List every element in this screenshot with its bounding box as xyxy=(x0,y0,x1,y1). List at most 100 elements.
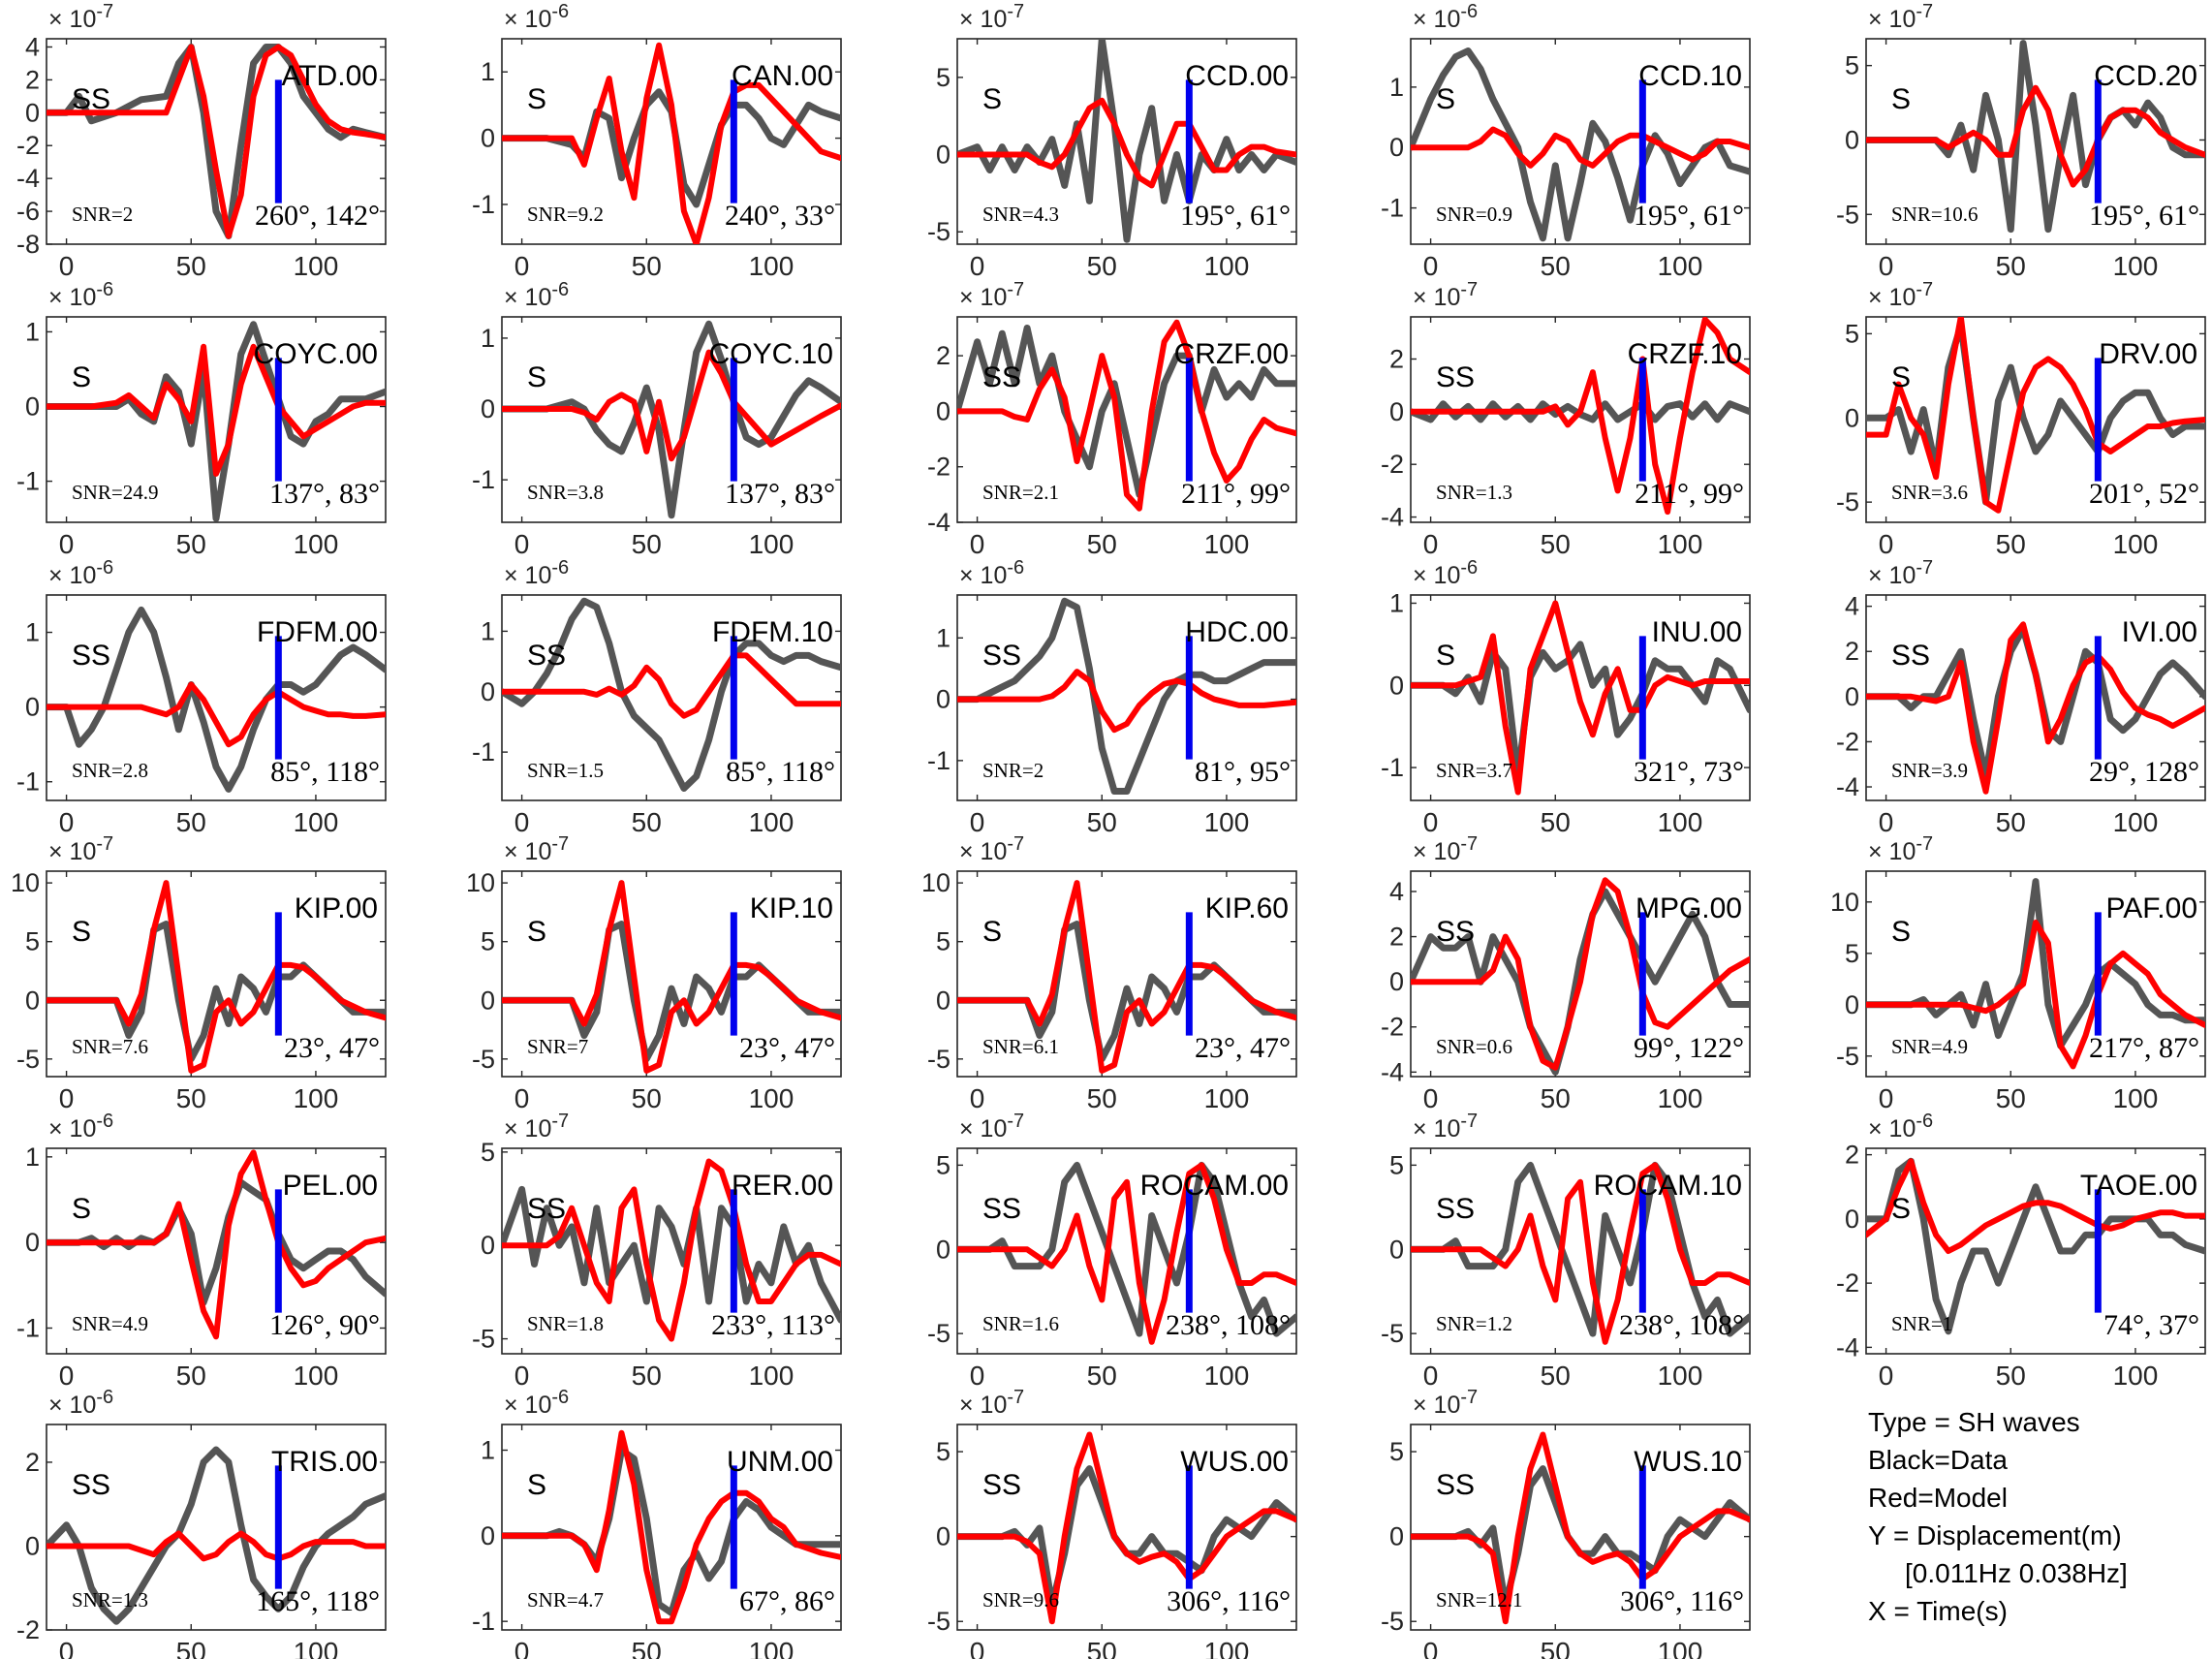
plot-area xyxy=(47,1149,386,1340)
panel-drv-00: × 10-7 0 50 100 -5 0 5 DRV.00 S SNR=3.6 201°, 52° xyxy=(1836,279,2206,559)
y-tick-label: 0 xyxy=(481,1231,495,1260)
y-exponent-label: × 10-6 xyxy=(48,1387,113,1419)
station-label: CRZF.00 xyxy=(1174,338,1289,370)
x-tick-label: 0 xyxy=(514,529,530,559)
plot-area xyxy=(1866,1157,2205,1335)
y-tick-label: -1 xyxy=(927,746,950,775)
model-trace xyxy=(1411,317,1750,516)
model-trace xyxy=(502,349,841,462)
angles-label: 211°, 99° xyxy=(1181,478,1291,510)
y-tick-label: 0 xyxy=(25,1531,40,1560)
phase-label: SS xyxy=(72,1469,110,1501)
x-tick-label: 50 xyxy=(176,251,206,281)
y-tick-label: -1 xyxy=(16,467,40,496)
x-tick-label: 100 xyxy=(1204,529,1250,559)
data-trace xyxy=(1411,641,1750,780)
axes-box xyxy=(1865,1147,2206,1355)
y-exponent-label: × 10-6 xyxy=(1868,1111,1933,1143)
station-label: DRV.00 xyxy=(2099,338,2197,370)
x-tick-label: 100 xyxy=(1658,251,1703,281)
y-tick-label: 2 xyxy=(1845,637,1859,666)
snr-label: SNR=2 xyxy=(982,759,1044,782)
y-tick-label: -5 xyxy=(1836,200,1859,229)
data-trace xyxy=(1866,322,2205,506)
station-label: TRIS.00 xyxy=(271,1446,378,1478)
plot-area xyxy=(47,44,386,239)
x-tick-label: 100 xyxy=(2113,1361,2159,1391)
axes-box xyxy=(46,870,387,1078)
y-tick-label: 10 xyxy=(11,868,40,897)
station-label: WUS.10 xyxy=(1634,1446,1742,1478)
station-label: WUS.00 xyxy=(1180,1446,1289,1478)
station-label: KIP.60 xyxy=(1205,892,1289,924)
y-tick-label: 0 xyxy=(1845,682,1859,711)
y-tick-label: 1 xyxy=(25,618,40,647)
y-exponent-label: × 10-7 xyxy=(1868,1,1933,33)
x-tick-label: 50 xyxy=(1087,1637,1117,1659)
phase-label: SS xyxy=(527,640,566,672)
x-tick-label: 50 xyxy=(1087,1083,1117,1113)
data-trace xyxy=(1411,47,1750,242)
plot-area xyxy=(502,597,841,792)
station-label: COYC.00 xyxy=(254,338,378,370)
panel-mpg-00: × 10-7 0 50 100 -4 -2 0 2 4 MPG.00 SS SNR=0.6 99°, 1… xyxy=(1381,833,1751,1113)
y-exponent-label: × 10-7 xyxy=(959,279,1024,311)
phase-label: SS xyxy=(982,1469,1021,1501)
y-exponent-label: × 10-7 xyxy=(1413,1387,1478,1419)
x-tick-label: 100 xyxy=(2113,251,2159,281)
angles-label: 81°, 95° xyxy=(1195,756,1291,788)
y-tick-label: 0 xyxy=(481,394,495,423)
panel-can-00: × 10-6 0 50 100 -1 0 1 CAN.00 S SNR=9.2 240°, 33° xyxy=(472,1,842,281)
y-exponent-label: × 10-7 xyxy=(48,833,113,865)
x-tick-label: 100 xyxy=(749,1361,794,1391)
y-tick-label: -5 xyxy=(16,1045,40,1074)
model-trace xyxy=(957,1431,1296,1625)
angles-label: 165°, 118° xyxy=(256,1585,380,1617)
x-tick-label: 100 xyxy=(749,807,794,837)
panel-ccd-00: × 10-7 0 50 100 -5 0 5 CCD.00 S SNR=4.3 195°, 61° xyxy=(927,1,1297,281)
axes-box xyxy=(46,1424,387,1631)
y-tick-label: 0 xyxy=(936,141,950,170)
x-tick-label: 0 xyxy=(970,529,985,559)
phase-label: SS xyxy=(1891,640,1930,672)
panel-taoe-00: × 10-6 0 50 100 -4 -2 0 2 TAOE.00 S SNR=1 74°, 37° xyxy=(1836,1111,2206,1391)
y-tick-label: -1 xyxy=(472,465,495,494)
y-tick-label: 5 xyxy=(481,1138,495,1167)
y-exponent-label: × 10-6 xyxy=(504,557,569,589)
angles-label: 201°, 52° xyxy=(2089,478,2199,510)
y-tick-label: -5 xyxy=(1836,1042,1859,1071)
snr-label: SNR=1.3 xyxy=(1436,481,1512,504)
y-tick-label: -5 xyxy=(927,1319,950,1348)
y-tick-label: 5 xyxy=(25,927,40,956)
y-tick-label: -1 xyxy=(472,190,495,219)
x-tick-label: 100 xyxy=(749,251,794,281)
x-tick-label: 50 xyxy=(1541,1083,1571,1113)
axes-box xyxy=(501,870,842,1078)
y-tick-label: -6 xyxy=(16,197,40,226)
x-tick-label: 50 xyxy=(1087,1361,1117,1391)
model-trace xyxy=(1411,1162,1750,1345)
plot-area xyxy=(957,1431,1296,1625)
angles-label: 321°, 73° xyxy=(1634,756,1744,788)
y-tick-label: 5 xyxy=(936,1150,950,1179)
y-tick-label: -1 xyxy=(1381,194,1404,223)
y-tick-label: 1 xyxy=(25,317,40,346)
y-tick-label: 4 xyxy=(1389,877,1404,906)
x-tick-label: 0 xyxy=(970,1083,985,1113)
angles-label: 23°, 47° xyxy=(739,1032,835,1064)
y-tick-label: 0 xyxy=(1389,1522,1404,1551)
angles-label: 306°, 116° xyxy=(1167,1585,1291,1617)
y-tick-label: 0 xyxy=(481,677,495,706)
x-tick-label: 0 xyxy=(1879,251,1894,281)
panel-pel-00: × 10-6 0 50 100 -1 0 1 PEL.00 S SNR=4.9 126°, 90° xyxy=(16,1111,387,1391)
x-tick-label: 50 xyxy=(176,1637,206,1659)
x-tick-label: 50 xyxy=(632,1637,662,1659)
phase-label: S xyxy=(72,916,91,948)
x-tick-label: 100 xyxy=(1204,251,1250,281)
y-tick-label: -4 xyxy=(1836,1332,1859,1362)
phase-label: S xyxy=(982,83,1002,115)
plot-area xyxy=(47,880,386,1074)
plot-area xyxy=(1866,40,2205,234)
station-label: RER.00 xyxy=(732,1170,833,1202)
angles-label: 126°, 90° xyxy=(269,1309,380,1341)
